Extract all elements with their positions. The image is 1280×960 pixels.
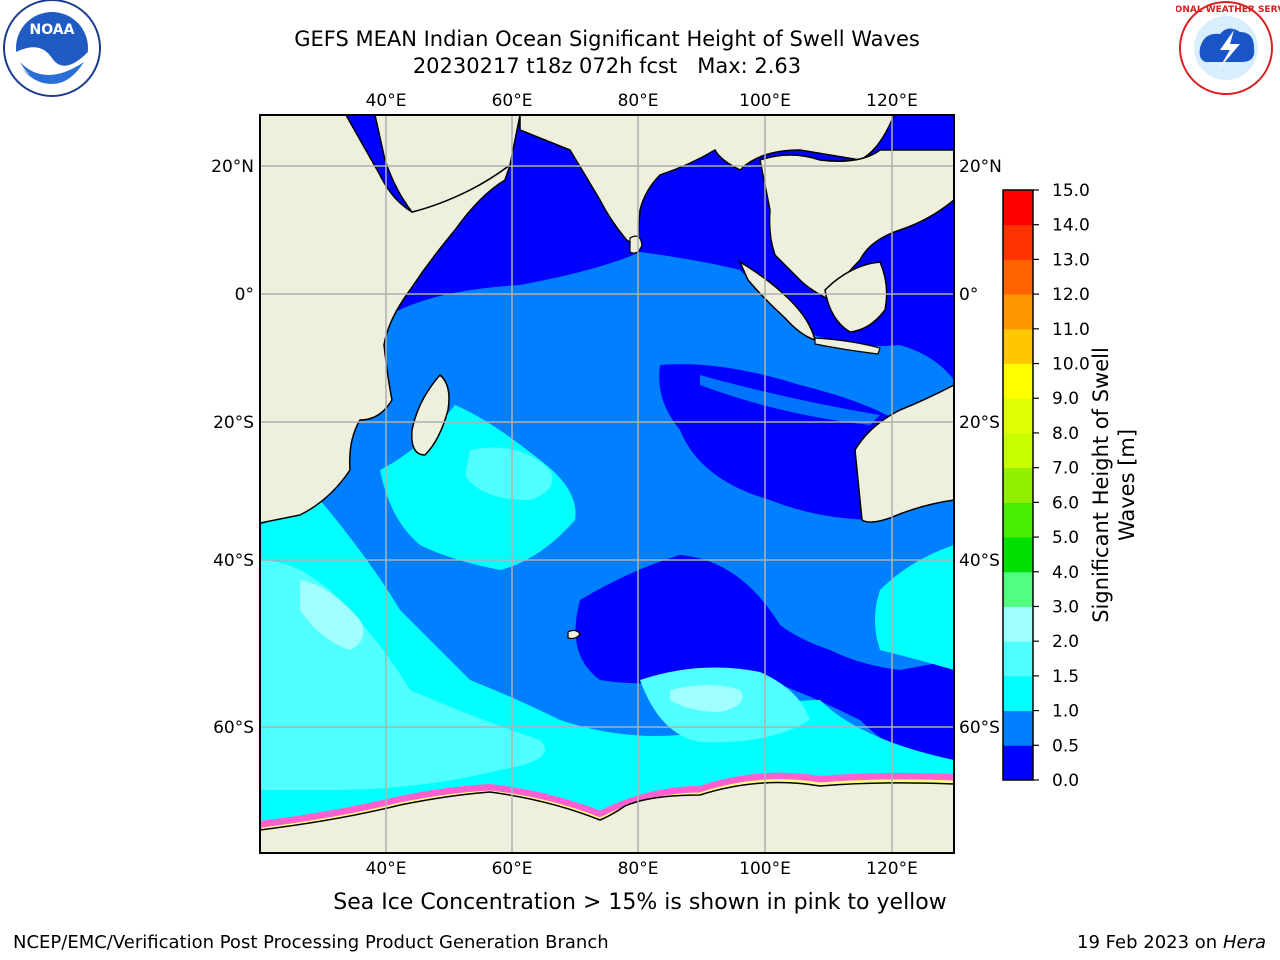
colorbar-swatch xyxy=(1003,641,1033,677)
swell-band-1.0-1.5-east xyxy=(875,545,954,670)
noaa-logo-text: NOAA xyxy=(30,22,75,38)
colorbar-swatch xyxy=(1003,606,1033,642)
lat-label-right: 40°S xyxy=(959,551,1000,571)
colorbar-swatch xyxy=(1003,328,1033,365)
colorbar-swatch xyxy=(1003,537,1033,573)
lat-label-left: 0° xyxy=(235,285,254,305)
colorbar-swatch xyxy=(1003,224,1033,260)
land-antarctica xyxy=(260,781,954,853)
lon-label-top: 60°E xyxy=(492,91,533,111)
land-madagascar xyxy=(411,373,450,456)
lon-label-bottom: 60°E xyxy=(492,859,533,879)
footer-date-text: 19 Feb 2023 on xyxy=(1077,932,1218,953)
colorbar-swatch xyxy=(1003,502,1033,538)
colorbar-swatch xyxy=(1003,675,1033,712)
colorbar-tick-label: 3.0 xyxy=(1052,597,1079,617)
nws-logo-text: NATIONAL WEATHER SERVICE xyxy=(1176,5,1280,15)
colorbar-tick-label: 1.5 xyxy=(1052,667,1079,687)
lon-label-top: 120°E xyxy=(866,91,918,111)
colorbar-tick-label: 11.0 xyxy=(1052,320,1090,340)
lat-label-left: 60°S xyxy=(213,718,254,738)
swell-band-2.0-3.0-west xyxy=(300,580,364,650)
colorbar-tick-label: 9.0 xyxy=(1052,389,1079,409)
lat-label-right: 20°S xyxy=(959,413,1000,433)
colorbar-swatch xyxy=(1003,363,1033,399)
swell-band-2.0-3.0-south xyxy=(670,685,743,712)
lat-label-right: 60°S xyxy=(959,718,1000,738)
colorbar-swatch xyxy=(1003,294,1033,330)
map-subtitle: 20230217 t18z 072h fcst Max: 2.63 xyxy=(412,54,802,78)
colorbar-swatch xyxy=(1003,571,1033,607)
colorbar-tick-label: 2.0 xyxy=(1052,632,1079,652)
graticule xyxy=(260,115,954,853)
lat-label-left: 20°N xyxy=(211,157,254,177)
colorbar-swatch xyxy=(1003,432,1033,469)
colorbar-tick-label: 1.0 xyxy=(1052,702,1079,722)
map-title: GEFS MEAN Indian Ocean Significant Heigh… xyxy=(294,27,920,51)
lon-label-top: 80°E xyxy=(618,91,659,111)
land-borneo xyxy=(824,261,888,333)
colorbar-tick-label: 5.0 xyxy=(1052,528,1079,548)
colorbar-tick-label: 7.0 xyxy=(1052,459,1079,479)
land-india xyxy=(519,115,895,243)
lat-label-right: 0° xyxy=(959,285,978,305)
lon-label-bottom: 80°E xyxy=(618,859,659,879)
colorbar-swatch xyxy=(1003,190,1033,226)
lon-label-bottom: 40°E xyxy=(366,859,407,879)
colorbar-tick-label: 10.0 xyxy=(1052,355,1090,375)
land-africa xyxy=(260,115,512,524)
land-sri-lanka xyxy=(629,235,643,254)
lon-label-bottom: 100°E xyxy=(739,859,791,879)
colorbar-tick-label: 4.0 xyxy=(1052,563,1079,583)
sea-ice-caption: Sea Ice Concentration > 15% is shown in … xyxy=(333,890,947,915)
colorbar-swatch xyxy=(1003,259,1033,295)
colorbar-swatch xyxy=(1003,745,1033,781)
footer-machine: Hera xyxy=(1222,932,1266,953)
swell-band-0.5-1.0-streak xyxy=(700,375,880,425)
colorbar-tick-label: 14.0 xyxy=(1052,216,1090,236)
colorbar-tick-label: 13.0 xyxy=(1052,250,1090,270)
colorbar-title: Significant Height of Swell Waves [m] xyxy=(1088,347,1140,623)
lat-label-right: 20°N xyxy=(959,157,1002,177)
colorbar-frame xyxy=(1002,189,1034,781)
colorbar-tick-label: 6.0 xyxy=(1052,493,1079,513)
land-java xyxy=(814,337,881,355)
swell-band-0.0-0.5-central xyxy=(659,364,910,520)
colorbar-title-line2: Waves [m] xyxy=(1115,428,1139,542)
sea-ice-fringe xyxy=(260,772,954,829)
colorbar-swatch xyxy=(1003,467,1033,503)
land-arabia xyxy=(374,115,521,213)
map-frame xyxy=(259,114,955,854)
colorbar-tick-label: 15.0 xyxy=(1052,181,1090,201)
lon-label-bottom: 120°E xyxy=(866,859,918,879)
colorbar-tick-label: 8.0 xyxy=(1052,424,1079,444)
footer-date: 19 Feb 2023 on Hera xyxy=(1077,932,1266,953)
colorbar-tick-label: 12.0 xyxy=(1052,285,1090,305)
land-kerguelen xyxy=(567,629,581,640)
footer-credit: NCEP/EMC/Verification Post Processing Pr… xyxy=(13,932,609,953)
noaa-logo: NOAA xyxy=(3,0,101,97)
land-australia xyxy=(854,384,954,523)
lat-label-left: 40°S xyxy=(213,551,254,571)
colorbar-swatch xyxy=(1003,398,1033,434)
sea-ice-fringe-yellow xyxy=(261,779,954,831)
nws-logo: NATIONAL WEATHER SERVICE xyxy=(1176,1,1280,95)
colorbar-tick-label: 0.0 xyxy=(1052,771,1079,791)
colorbar-tick-label: 0.5 xyxy=(1052,736,1079,756)
swell-band-1.5-2.0-north xyxy=(465,447,553,500)
lon-label-top: 100°E xyxy=(739,91,791,111)
colorbar: 0.0 0.5 1.0 1.5 2.0 3.0 4.0 5.0 6.0 7.0 8.0 9.0 10.0… xyxy=(1002,181,1090,791)
colorbar-title-line1: Significant Height of Swell xyxy=(1089,347,1113,623)
lat-label-left: 20°S xyxy=(213,413,254,433)
colorbar-swatch xyxy=(1003,710,1033,746)
lon-label-top: 40°E xyxy=(366,91,407,111)
